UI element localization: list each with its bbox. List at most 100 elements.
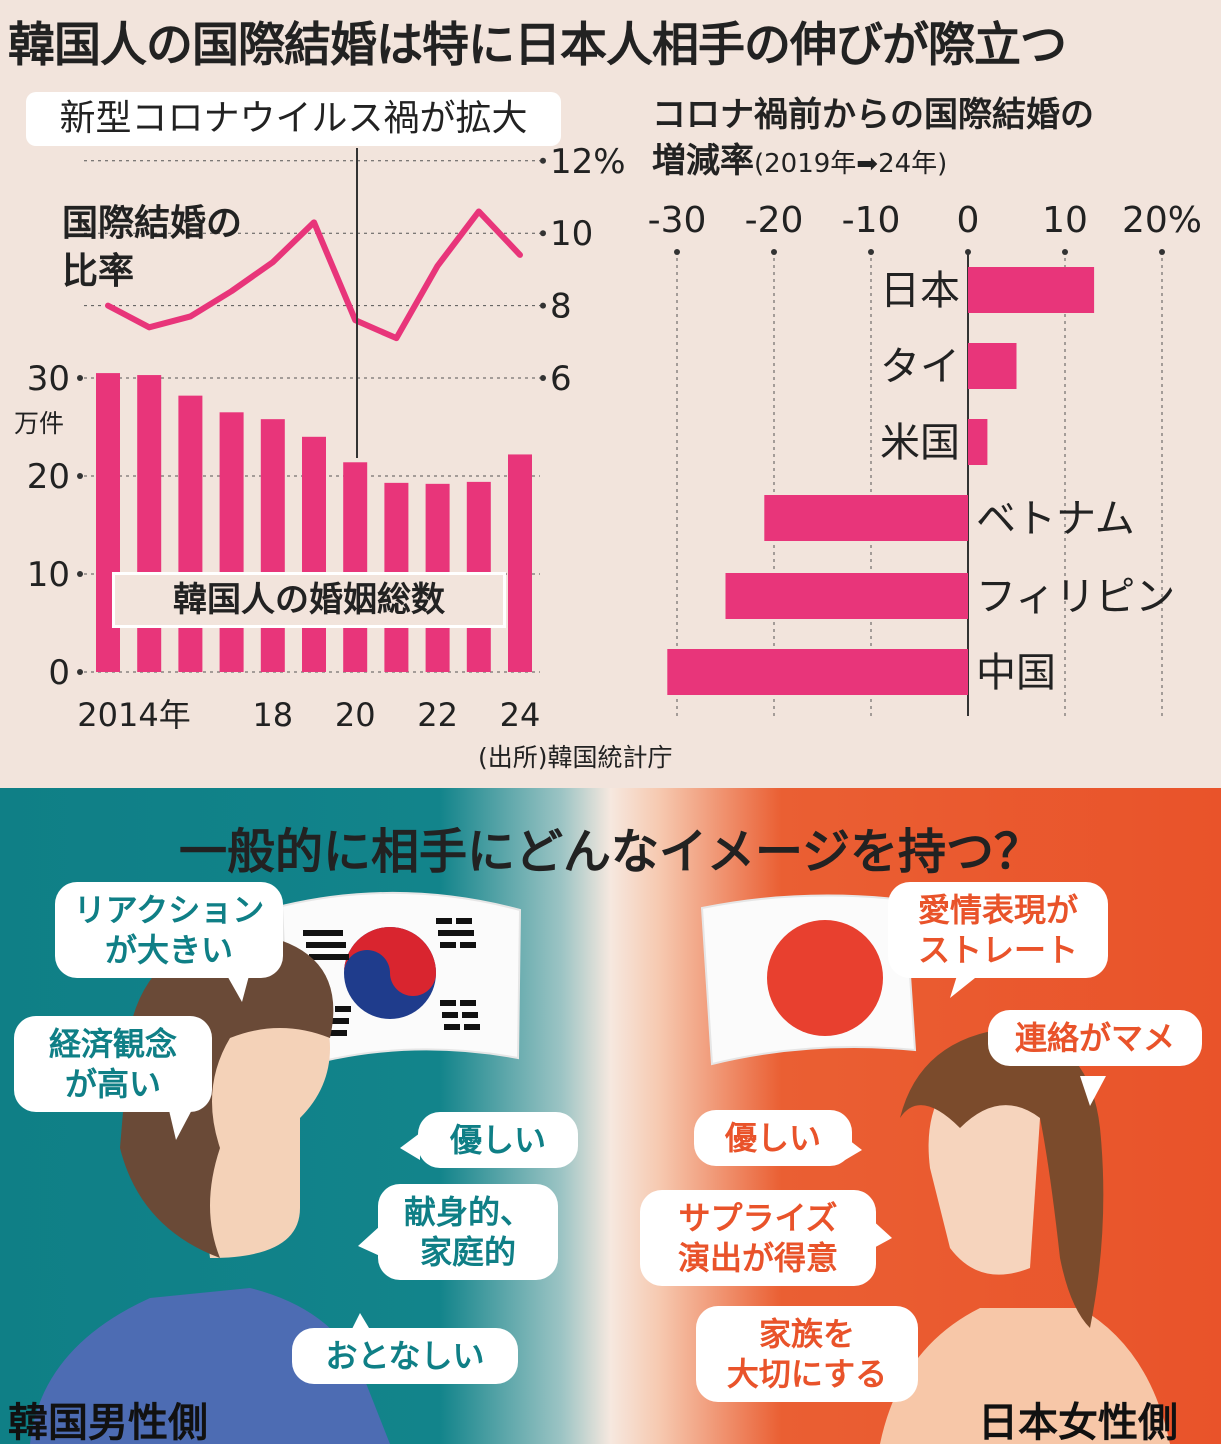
country-label: タイ (880, 344, 960, 390)
jp-bubble-contact-line1: 連絡がマメ (1014, 1019, 1175, 1057)
change-axis-tick-label: -20 (745, 200, 804, 241)
change-axis-tick-label: 0 (957, 200, 980, 241)
x-tick-label: 22 (417, 696, 458, 734)
korean-man-illustration (30, 933, 390, 1444)
kr-bubble-quiet: おとなしい (292, 1328, 518, 1384)
change-axis-tick-label: 10 (1042, 200, 1088, 241)
left-axis-unit: 万件 (14, 409, 65, 438)
right-axis-tick-dot (540, 302, 546, 309)
intl-marriage-ratio-point (189, 315, 191, 317)
country-label: 日本 (880, 268, 960, 314)
kr-bubble-economic-line1: 経済観念 (48, 1025, 177, 1063)
change-rate-bar (667, 649, 968, 695)
jp-bubble-family-line1: 家族を (758, 1315, 855, 1353)
jp-bubble-contact: 連絡がマメ (988, 1010, 1202, 1066)
ratio-label-line1: 国際結婚の (62, 203, 243, 244)
japanese-flag-icon (700, 894, 917, 1066)
left-axis-tick-dot (77, 375, 83, 381)
left-axis-tick-dot (77, 669, 83, 675)
x-tick-label: 18 (252, 696, 293, 734)
jp-bubble-surprise-line1: サプライズ (678, 1199, 838, 1237)
kr-bubble-devoted: 献身的、 家庭的 (378, 1184, 558, 1280)
left-axis-tick-label: 20 (27, 457, 70, 497)
jp-bubble-kind-line1: 優しい (724, 1119, 821, 1157)
country-label: フィリピン (976, 574, 1175, 620)
x-tick-label: 24 (500, 696, 541, 734)
kr-bubble-kind-line1: 優しい (449, 1121, 546, 1159)
intl-marriage-ratio-point (519, 254, 521, 256)
x-tick-label: 2014年 (77, 696, 190, 734)
right-axis-tick-dot (540, 230, 546, 237)
marriage-total-bar (343, 462, 368, 672)
intl-marriage-ratio-point (437, 265, 439, 267)
kr-bubble-kind: 優しい (418, 1112, 578, 1168)
change-rate-bar (968, 267, 1095, 313)
country-label: 中国 (976, 650, 1056, 696)
jp-bubble-family-line2: 大切にする (726, 1355, 888, 1393)
right-chart-title: コロナ禍前からの国際結婚の 増減率(2019年➡24年) (652, 92, 1094, 187)
change-axis-tick-dot (771, 249, 777, 255)
right-axis-tick-label: 6 (550, 359, 572, 399)
right-axis-tick-dot (540, 157, 546, 164)
left-axis-tick-dot (77, 473, 83, 479)
kr-bubble-devoted-line2: 家庭的 (419, 1233, 516, 1271)
korean-flag-icon (280, 891, 522, 1072)
kr-bubble-reaction-line2: が大きい (104, 931, 233, 969)
change-rate-bar (725, 573, 968, 619)
intl-marriage-ratio-point (272, 261, 274, 263)
kr-bubble-economic-line2: が高い (64, 1065, 161, 1103)
ratio-label: 国際結婚の 比率 (62, 200, 242, 296)
japanese-side-label: 日本女性側 (978, 1400, 1178, 1444)
japanese-woman-illustration (880, 1028, 1170, 1444)
change-axis-tick-dot (1062, 249, 1068, 255)
jp-bubble-surprise-line2: 演出が得意 (677, 1239, 838, 1277)
intl-marriage-ratio-point (107, 305, 109, 307)
jp-bubble-surprise: サプライズ 演出が得意 (640, 1190, 876, 1286)
marriage-total-bar (302, 436, 326, 672)
right-title-line2: 増減率 (652, 141, 754, 181)
right-axis-tick-label: 12% (550, 142, 626, 182)
source-label: (出所)韓国統計庁 (478, 743, 673, 772)
right-title-line1: コロナ禍前からの国際結婚の (652, 95, 1094, 135)
change-axis-tick-label: -30 (648, 200, 707, 241)
change-rate-bar (968, 419, 988, 465)
change-axis-tick-dot (674, 249, 680, 255)
jp-bubble-affection-line2: ストレート (917, 931, 1078, 969)
korean-side-label: 韓国男性側 (8, 1400, 208, 1444)
marriage-total-bar (219, 412, 244, 672)
right-axis-tick-dot (540, 375, 546, 381)
kr-bubble-reaction-line1: リアクション (73, 891, 265, 929)
kr-bubble-economic: 経済観念 が高い (14, 1016, 212, 1112)
kr-bubble-quiet-line1: おとなしい (325, 1337, 485, 1375)
intl-marriage-ratio-point (231, 290, 233, 292)
left-axis-tick-label: 10 (27, 555, 70, 595)
right-axis-tick-label: 8 (550, 287, 572, 327)
intl-marriage-ratio-point (313, 221, 315, 223)
country-label: 米国 (880, 420, 960, 466)
jp-bubble-affection: 愛情表現が ストレート (888, 882, 1108, 978)
intl-marriage-ratio-point (148, 326, 150, 328)
change-rate-bar (968, 343, 1017, 389)
image-section: 一般的に相手にどんなイメージを持つ？ リアクション が大きい 経済観念 が高い … (0, 788, 1221, 1444)
left-axis-tick-label: 30 (27, 359, 70, 399)
main-title: 韓国人の国際結婚は特に日本人相手の伸びが際立つ (8, 18, 1067, 73)
intl-marriage-ratio-point (478, 210, 480, 212)
intl-marriage-ratio-point (354, 319, 356, 321)
total-label: 韓国人の婚姻総数 (112, 572, 506, 628)
covid-label: 新型コロナウイルス禍が拡大 (26, 92, 561, 146)
image-question: 一般的に相手にどんなイメージを持つ？ (178, 824, 1043, 880)
change-rate-bar (764, 495, 968, 541)
change-axis-tick-label: 20% (1122, 200, 1202, 241)
right-title-period: (2019年➡24年) (754, 149, 948, 179)
left-axis-tick-label: 0 (48, 653, 70, 693)
jp-bubble-affection-line1: 愛情表現が (917, 891, 1078, 929)
change-axis-tick-dot (868, 249, 874, 255)
chart-section: 韓国人の国際結婚は特に日本人相手の伸びが際立つ 6 8 10 12% 0 10 20 30 20… (8, 18, 1203, 772)
right-axis-tick-label: 10 (550, 214, 593, 254)
left-axis-tick-dot (77, 571, 83, 577)
kr-bubble-devoted-line1: 献身的、 (403, 1193, 532, 1231)
kr-bubble-reaction: リアクション が大きい (55, 882, 283, 978)
marriage-total-bar (260, 419, 285, 672)
intl-marriage-ratio-point (395, 337, 397, 339)
